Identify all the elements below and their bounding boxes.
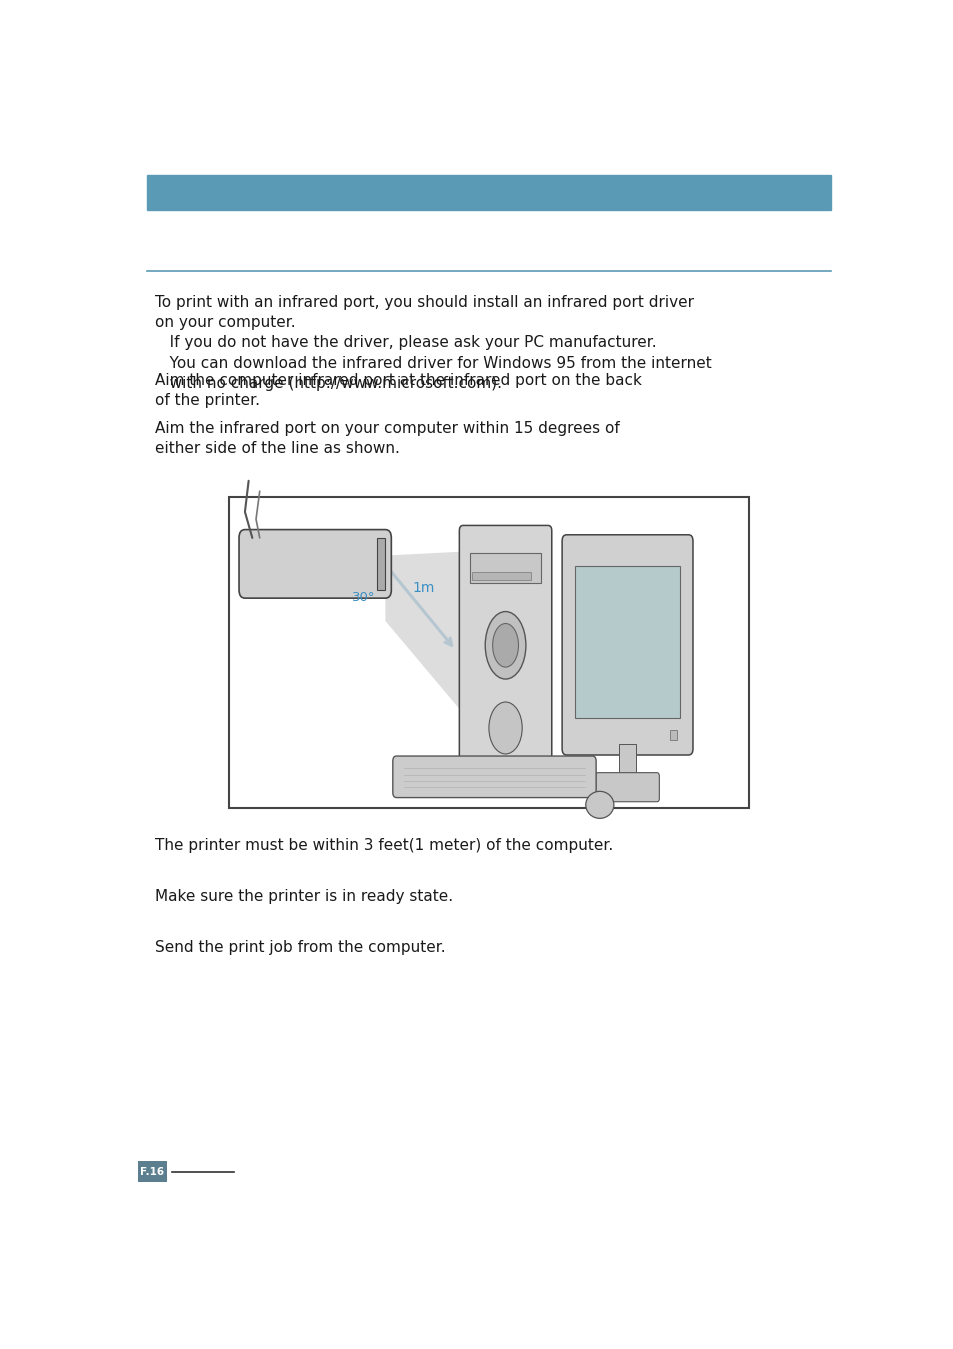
FancyBboxPatch shape: [459, 525, 551, 774]
Text: with no charge (http://www.microsoft.com).: with no charge (http://www.microsoft.com…: [154, 376, 501, 391]
Ellipse shape: [585, 792, 613, 819]
FancyBboxPatch shape: [453, 761, 558, 793]
Text: Make sure the printer is in ready state.: Make sure the printer is in ready state.: [154, 889, 453, 904]
Bar: [376, 538, 385, 590]
Text: either side of the line as shown.: either side of the line as shown.: [154, 441, 399, 456]
Bar: [669, 730, 677, 741]
FancyBboxPatch shape: [595, 773, 659, 801]
Bar: [618, 743, 636, 780]
Text: Send the print job from the computer.: Send the print job from the computer.: [154, 940, 445, 955]
Text: Aim the infrared port on your computer within 15 degrees of: Aim the infrared port on your computer w…: [154, 421, 618, 436]
Text: To print with an infrared port, you should install an infrared port driver: To print with an infrared port, you shou…: [154, 295, 693, 310]
Text: 30°: 30°: [352, 591, 375, 603]
FancyBboxPatch shape: [561, 534, 692, 755]
Bar: [137, 1161, 167, 1182]
Text: F.16: F.16: [140, 1167, 165, 1176]
Text: You can download the infrared driver for Windows 95 from the internet: You can download the infrared driver for…: [154, 356, 711, 371]
Ellipse shape: [488, 701, 521, 754]
Bar: [147, 175, 830, 210]
Text: of the printer.: of the printer.: [154, 393, 259, 407]
Polygon shape: [385, 552, 466, 718]
FancyBboxPatch shape: [239, 530, 391, 598]
Text: The printer must be within 3 feet(1 meter) of the computer.: The printer must be within 3 feet(1 mete…: [154, 838, 613, 853]
Bar: [470, 553, 540, 583]
FancyBboxPatch shape: [393, 755, 596, 797]
Ellipse shape: [485, 611, 525, 679]
Text: If you do not have the driver, please ask your PC manufacturer.: If you do not have the driver, please as…: [154, 336, 656, 351]
Ellipse shape: [492, 623, 518, 668]
Bar: [472, 572, 531, 580]
Text: Aim the computer infrared port at the infrared port on the back: Aim the computer infrared port at the in…: [154, 372, 641, 387]
Bar: [229, 498, 748, 808]
Text: 1m: 1m: [412, 581, 435, 595]
Text: on your computer.: on your computer.: [154, 316, 295, 331]
Bar: [575, 567, 679, 718]
